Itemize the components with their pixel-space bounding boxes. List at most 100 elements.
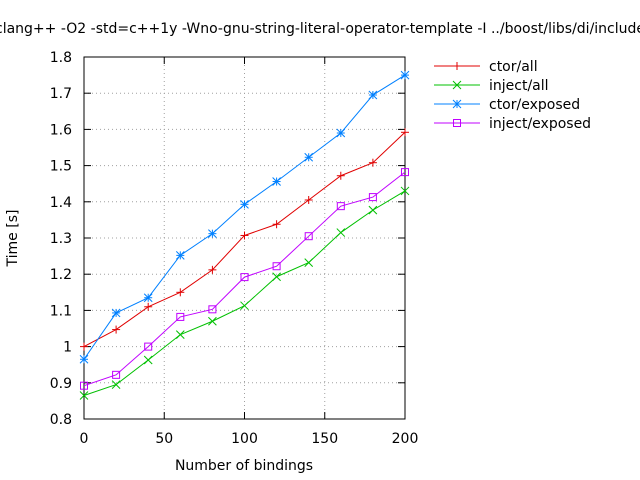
data-point-inject-exposed-box (208, 305, 217, 314)
data-point-ctor-all (304, 195, 313, 204)
data-point-inject-all (175, 330, 185, 340)
data-point-ctor-exposed-stroke (304, 152, 314, 162)
legend-item-inject-exposed: inject/exposed (434, 116, 591, 132)
chart-title: clang++ -O2 -std=c++1y -Wno-gnu-string-l… (0, 21, 640, 37)
data-point-inject-exposed-box (240, 273, 249, 282)
x-axis-label: Number of bindings (175, 458, 313, 474)
data-point-ctor-all (112, 325, 121, 334)
y-axis-label: Time [s] (5, 210, 21, 268)
data-point-ctor-exposed-stroke (175, 251, 185, 260)
data-point-ctor-exposed (143, 293, 153, 303)
y-tick-label: 0.8 (50, 412, 72, 428)
data-point-inject-exposed (368, 193, 377, 202)
data-point-inject-all-stroke (111, 380, 121, 389)
y-tick-label: 1.3 (50, 231, 72, 247)
data-point-inject-all (111, 380, 121, 389)
data-point-ctor-exposed (336, 128, 346, 138)
data-point-inject-exposed-box (80, 381, 88, 390)
data-point-ctor-all (401, 128, 409, 137)
data-point-inject-exposed (401, 168, 409, 177)
data-point-ctor-exposed (111, 308, 121, 318)
data-point-ctor-exposed-stroke (208, 229, 217, 239)
data-point-inject-all-stroke (304, 258, 314, 267)
data-point-inject-all (304, 258, 314, 267)
data-point-inject-all-stroke (143, 355, 153, 365)
data-point-inject-exposed-box (112, 370, 121, 379)
series-group (79, 70, 410, 400)
data-point-ctor-exposed (400, 70, 410, 80)
data-point-ctor-exposed-stroke (240, 199, 249, 209)
x-tick-label: 200 (392, 431, 419, 447)
series-ctor-all (80, 128, 409, 351)
data-point-inject-exposed-box (176, 312, 185, 321)
data-point-inject-all-stroke (175, 330, 185, 340)
y-tick-label: 1.5 (50, 159, 72, 175)
y-tick-label: 1.4 (50, 195, 72, 211)
legend-marker-inject-all-stroke (452, 80, 462, 90)
x-tick-label: 150 (311, 431, 338, 447)
legend-marker-inject-exposed-box (453, 119, 461, 127)
data-point-inject-all (272, 272, 281, 282)
data-point-inject-exposed (112, 370, 121, 379)
data-point-ctor-all (368, 158, 377, 167)
x-tick-label: 0 (80, 431, 89, 447)
data-point-inject-all (368, 205, 378, 215)
axes: 0.8 0.9 1 1.1 1.2 1.3 1.4 1.5 1.6 1.7 1.8 0 50 100 150… (50, 50, 419, 447)
data-point-inject-all (143, 355, 153, 365)
data-point-ctor-exposed (272, 177, 281, 186)
data-point-inject-all-stroke (336, 228, 346, 237)
data-point-inject-exposed (304, 232, 313, 241)
data-point-inject-exposed-box (272, 262, 281, 271)
data-point-ctor-all (208, 265, 217, 274)
data-point-inject-exposed-box (304, 232, 313, 241)
y-tick-label: 1.1 (50, 303, 72, 319)
data-point-inject-all (336, 228, 346, 237)
legend: ctor/all inject/all ctor/exposed inject/exp… (434, 59, 591, 132)
data-point-inject-all-stroke (400, 186, 410, 196)
series-inject-exposed (80, 168, 409, 390)
x-tick-label: 50 (155, 431, 173, 447)
data-point-ctor-exposed-stroke (143, 293, 153, 303)
data-point-ctor-all (176, 288, 185, 297)
legend-label-ctor-all: ctor/all (489, 59, 538, 75)
data-point-ctor-exposed-stroke (111, 308, 121, 318)
legend-label-ctor-exposed: ctor/exposed (489, 97, 580, 113)
data-point-ctor-all (240, 231, 249, 240)
legend-marker-ctor-all (453, 62, 461, 70)
data-point-inject-exposed (80, 381, 88, 390)
y-tick-label: 1.8 (50, 50, 72, 66)
data-point-inject-exposed (336, 202, 345, 211)
y-tick-label: 1.2 (50, 267, 72, 283)
data-point-ctor-exposed (368, 90, 378, 100)
series-ctor-exposed (79, 70, 410, 364)
legend-item-ctor-exposed: ctor/exposed (434, 97, 580, 113)
data-point-ctor-exposed (175, 251, 185, 260)
legend-marker-ctor-exposed (452, 99, 462, 109)
legend-marker-inject-all (452, 80, 462, 90)
data-point-ctor-exposed (240, 199, 249, 209)
data-point-inject-all-stroke (240, 301, 249, 311)
data-point-inject-all (79, 391, 89, 400)
data-point-ctor-all (144, 302, 153, 311)
data-point-ctor-all (336, 171, 345, 180)
legend-label-inject-exposed: inject/exposed (489, 116, 591, 132)
data-point-ctor-exposed (79, 354, 89, 364)
data-point-inject-all (400, 186, 410, 196)
data-point-ctor-all (80, 342, 88, 351)
legend-item-inject-all: inject/all (434, 78, 549, 94)
y-tick-label: 1.7 (50, 86, 72, 102)
data-point-inject-exposed (272, 262, 281, 271)
series-inject-all (79, 186, 410, 400)
data-point-ctor-exposed-stroke (368, 90, 378, 100)
data-point-ctor-exposed (304, 152, 314, 162)
data-point-inject-exposed (176, 312, 185, 321)
x-tick-label: 100 (231, 431, 258, 447)
legend-marker-ctor-exposed-stroke (452, 99, 462, 109)
data-point-inject-exposed (144, 342, 153, 351)
data-point-inject-all-stroke (272, 272, 281, 282)
data-point-inject-all-stroke (79, 391, 89, 400)
data-point-inject-exposed-box (336, 202, 345, 211)
data-point-inject-all-stroke (368, 205, 378, 215)
data-point-inject-exposed (240, 273, 249, 282)
data-point-inject-all-stroke (208, 316, 217, 326)
